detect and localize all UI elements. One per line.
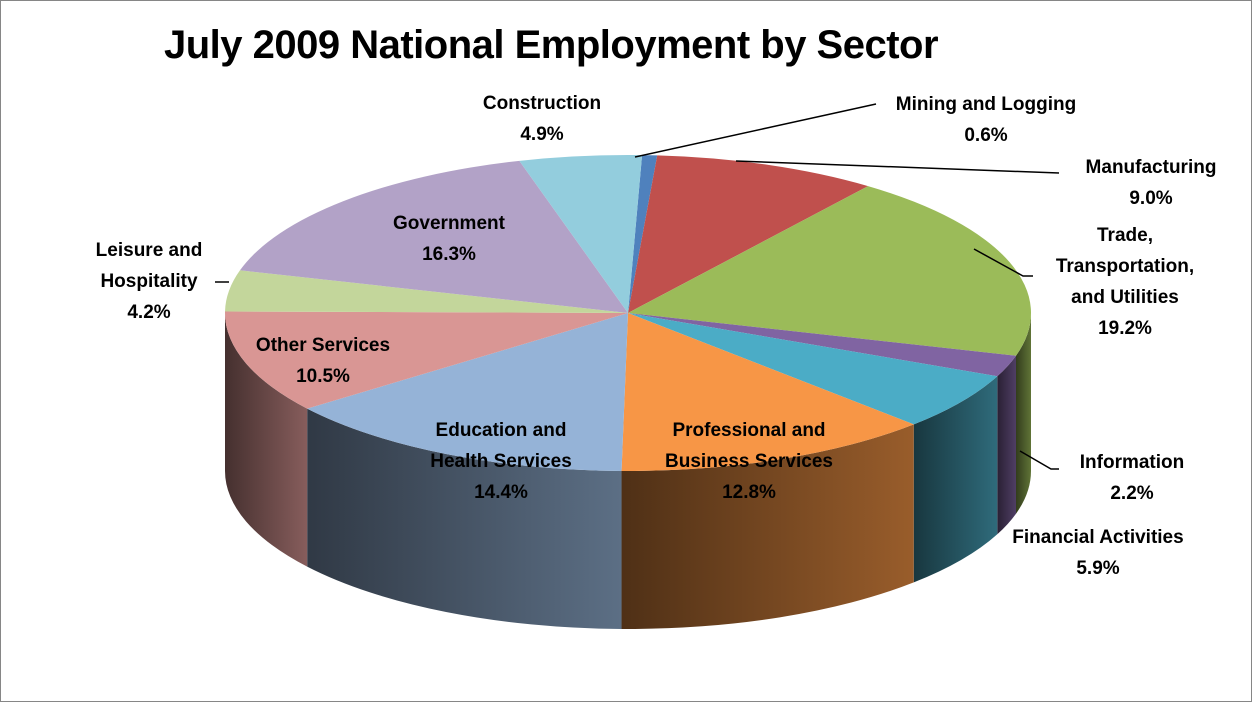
slice-value-education-and-health-services: 14.4% <box>474 482 528 503</box>
pie-side-trade-transportation-and-utilities <box>1016 313 1031 514</box>
slice-value-manufacturing: 9.0% <box>1129 188 1172 209</box>
slice-label-manufacturing: Manufacturing 9.0% <box>1086 157 1217 209</box>
slice-label-financial-activities: Financial Activities 5.9% <box>1012 527 1183 579</box>
pie-slice-professional-and-business-services <box>621 313 914 471</box>
pie-side-professional-and-business-services <box>621 424 914 629</box>
slice-name-trade-transportation-and-utilities: and Utilities <box>1071 287 1179 308</box>
slice-name-leisure-and-hospitality: Hospitality <box>100 271 198 292</box>
slice-value-government: 16.3% <box>422 244 476 265</box>
leader-line-information <box>1019 450 1059 470</box>
slice-label-other-services: Other Services 10.5% <box>256 335 390 387</box>
slice-value-other-services: 10.5% <box>296 366 350 387</box>
pie-slice-financial-activities <box>628 313 998 425</box>
pie-sides <box>225 313 1031 629</box>
pie-slice-leisure-and-hospitality <box>225 270 629 313</box>
slice-label-leisure-and-hospitality: Leisure and Hospitality 4.2% <box>96 240 203 323</box>
slice-value-professional-and-business-services: 12.8% <box>722 482 776 503</box>
pie-slice-other-services <box>224 311 628 409</box>
slice-label-professional-and-business-services: Professional and Business Services 12.8% <box>665 420 833 503</box>
slice-name-professional-and-business-services: Business Services <box>665 451 833 472</box>
pie-slice-education-and-health-services <box>307 313 628 471</box>
slice-value-construction: 4.9% <box>520 124 563 145</box>
pie-side-education-and-health-services <box>307 408 622 629</box>
pie-top <box>224 155 1031 471</box>
slice-name-education-and-health-services: Health Services <box>430 451 572 472</box>
slice-name-other-services: Other Services <box>256 335 390 356</box>
slice-name-professional-and-business-services: Professional and <box>672 420 825 441</box>
slice-name-information: Information <box>1080 452 1185 473</box>
pie-slice-information <box>628 313 1017 377</box>
pie-slice-mining-and-logging <box>628 155 658 313</box>
slice-label-information: Information 2.2% <box>1080 452 1185 504</box>
slice-label-government: Government 16.3% <box>393 213 506 265</box>
slice-name-leisure-and-hospitality: Leisure and <box>96 240 203 261</box>
chart-title: July 2009 National Employment by Sector <box>163 23 939 67</box>
slice-name-mining-and-logging: Mining and Logging <box>896 94 1076 115</box>
slice-value-trade-transportation-and-utilities: 19.2% <box>1098 318 1152 339</box>
slice-name-trade-transportation-and-utilities: Trade, <box>1097 225 1153 246</box>
slice-label-education-and-health-services: Education and Health Services 14.4% <box>430 420 572 503</box>
slice-value-mining-and-logging: 0.6% <box>964 125 1007 146</box>
leader-line-mining-and-logging <box>634 103 877 158</box>
slice-label-mining-and-logging: Mining and Logging 0.6% <box>896 94 1076 146</box>
leader-line-manufacturing <box>735 160 1060 174</box>
slice-value-information: 2.2% <box>1110 483 1153 504</box>
pie-side-information <box>997 355 1017 535</box>
leader-line-trade-transportation-and-utilities <box>973 248 1033 277</box>
slice-name-government: Government <box>393 213 506 234</box>
slice-name-education-and-health-services: Education and <box>436 420 567 441</box>
pie-side-other-services <box>225 313 308 567</box>
slice-label-trade-transportation-and-utilities: Trade, Transportation, and Utilities 19.2% <box>1056 225 1194 339</box>
pie-slice-manufacturing <box>628 155 869 313</box>
slice-labels: Mining and Logging 0.6% Manufacturing 9.0% T… <box>96 93 1217 579</box>
pie-slice-construction <box>519 155 643 313</box>
pie-slice-government <box>239 160 628 313</box>
slice-name-construction: Construction <box>483 93 601 114</box>
slice-value-leisure-and-hospitality: 4.2% <box>127 302 170 323</box>
slice-name-trade-transportation-and-utilities: Transportation, <box>1056 256 1194 277</box>
leader-lines <box>215 103 1060 470</box>
slice-name-financial-activities: Financial Activities <box>1012 527 1183 548</box>
pie-side-financial-activities <box>913 376 998 583</box>
pie-slice-trade-transportation-and-utilities <box>628 186 1031 356</box>
slice-name-manufacturing: Manufacturing <box>1086 157 1217 178</box>
slice-value-financial-activities: 5.9% <box>1076 558 1119 579</box>
slice-label-construction: Construction 4.9% <box>483 93 601 145</box>
